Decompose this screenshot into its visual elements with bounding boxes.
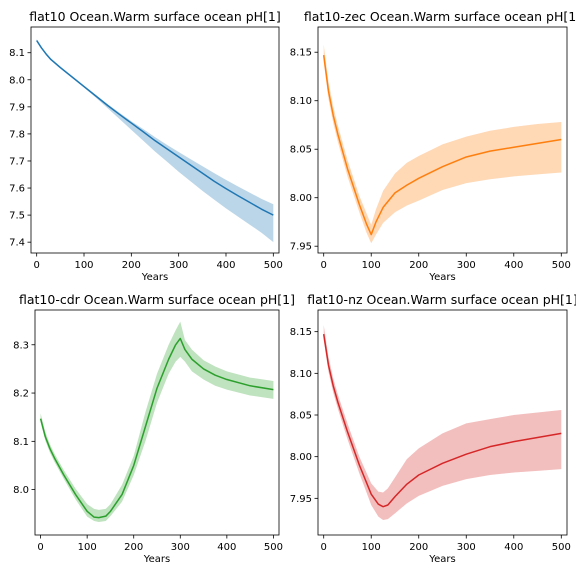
- y-tick-label: 8.1: [13, 437, 29, 448]
- x-tick-label: 300: [457, 260, 476, 271]
- y-tick-label: 8.15: [290, 48, 312, 59]
- y-tick-label: 7.8: [9, 129, 25, 140]
- y-tick-label: 8.05: [290, 411, 312, 422]
- x-axis-label: Years: [141, 272, 168, 283]
- x-tick-label: 200: [124, 542, 143, 553]
- y-tick-label: 8.0: [9, 75, 25, 86]
- chart-title: flat10-nz Ocean.Warm surface ocean pH[1]: [307, 292, 576, 307]
- y-tick-label: 8.15: [290, 327, 312, 338]
- x-tick-label: 400: [504, 260, 523, 271]
- y-tick-label: 8.00: [290, 452, 312, 463]
- plot-frame: [30, 26, 280, 254]
- mean-line: [322, 334, 562, 508]
- x-tick-label: 200: [122, 260, 141, 271]
- x-tick-label: 300: [457, 542, 476, 553]
- x-axis-label: Years: [143, 554, 170, 565]
- x-tick-label: 200: [409, 542, 428, 553]
- plot-frame: [317, 309, 568, 536]
- x-tick-label: 500: [552, 542, 571, 553]
- x-tick-label: 400: [217, 542, 236, 553]
- y-tick-label: 8.3: [13, 340, 29, 351]
- x-tick-label: 400: [216, 260, 235, 271]
- y-tick-label: 8.1: [9, 48, 25, 59]
- uncertainty-band: [40, 321, 274, 522]
- chart-title: flat10-zec Ocean.Warm surface ocean pH[1…: [304, 9, 576, 24]
- y-tick-label: 8.10: [290, 96, 312, 107]
- x-tick-label: 500: [264, 260, 283, 271]
- y-tick-label: 8.05: [290, 145, 312, 156]
- y-tick-label: 7.5: [9, 211, 25, 222]
- y-tick-label: 8.2: [13, 389, 29, 400]
- mean-line: [322, 55, 562, 236]
- x-tick-label: 0: [321, 542, 327, 553]
- x-tick-label: 500: [552, 260, 571, 271]
- subplot-1: 0 100 200 300 400 500 7.4 7.5 7.6 7.7 7.8 7.9 8.0 8.1…: [9, 9, 283, 283]
- y-tick-label: 8.00: [290, 193, 312, 204]
- uncertainty-band: [323, 44, 562, 244]
- y-tick-label: 7.95: [290, 242, 312, 253]
- x-tick-label: 100: [362, 260, 381, 271]
- x-axis-label: Years: [428, 554, 455, 565]
- x-tick-label: 100: [362, 542, 381, 553]
- y-tick-label: 8.0: [13, 485, 29, 496]
- chart-title: flat10-cdr Ocean.Warm surface ocean pH[1…: [19, 292, 295, 307]
- uncertainty-band: [323, 325, 562, 520]
- x-tick-label: 100: [78, 542, 97, 553]
- x-tick-label: 0: [37, 542, 43, 553]
- x-tick-label: 300: [171, 542, 190, 553]
- subplot-4: 0 100 200 300 400 500 7.95 8.00 8.05 8.10 8.15 flat…: [290, 292, 576, 565]
- plot-frame: [317, 26, 568, 254]
- x-axis-label: Years: [428, 272, 455, 283]
- y-tick-label: 7.6: [9, 184, 25, 195]
- mean-line: [39, 337, 274, 519]
- mean-line: [36, 40, 274, 216]
- y-tick-label: 7.9: [9, 102, 25, 113]
- subplot-2: 0 100 200 300 400 500 7.95 8.00 8.05 8.10 8.15 flat…: [290, 9, 576, 283]
- x-tick-label: 100: [74, 260, 93, 271]
- x-tick-label: 500: [264, 542, 283, 553]
- x-tick-label: 300: [169, 260, 188, 271]
- y-tick-label: 7.4: [9, 238, 25, 249]
- y-tick-label: 7.95: [290, 494, 312, 505]
- chart-title: flat10 Ocean.Warm surface ocean pH[1]: [29, 9, 281, 24]
- x-tick-label: 0: [33, 260, 39, 271]
- x-tick-label: 200: [409, 260, 428, 271]
- y-tick-label: 7.7: [9, 156, 25, 167]
- x-tick-label: 400: [504, 542, 523, 553]
- plot-frame: [34, 309, 280, 536]
- y-tick-label: 8.10: [290, 369, 312, 380]
- subplot-3: 0 100 200 300 400 500 8.0 8.1 8.2 8.3 flat10-cdr O…: [13, 292, 295, 565]
- x-tick-label: 0: [321, 260, 327, 271]
